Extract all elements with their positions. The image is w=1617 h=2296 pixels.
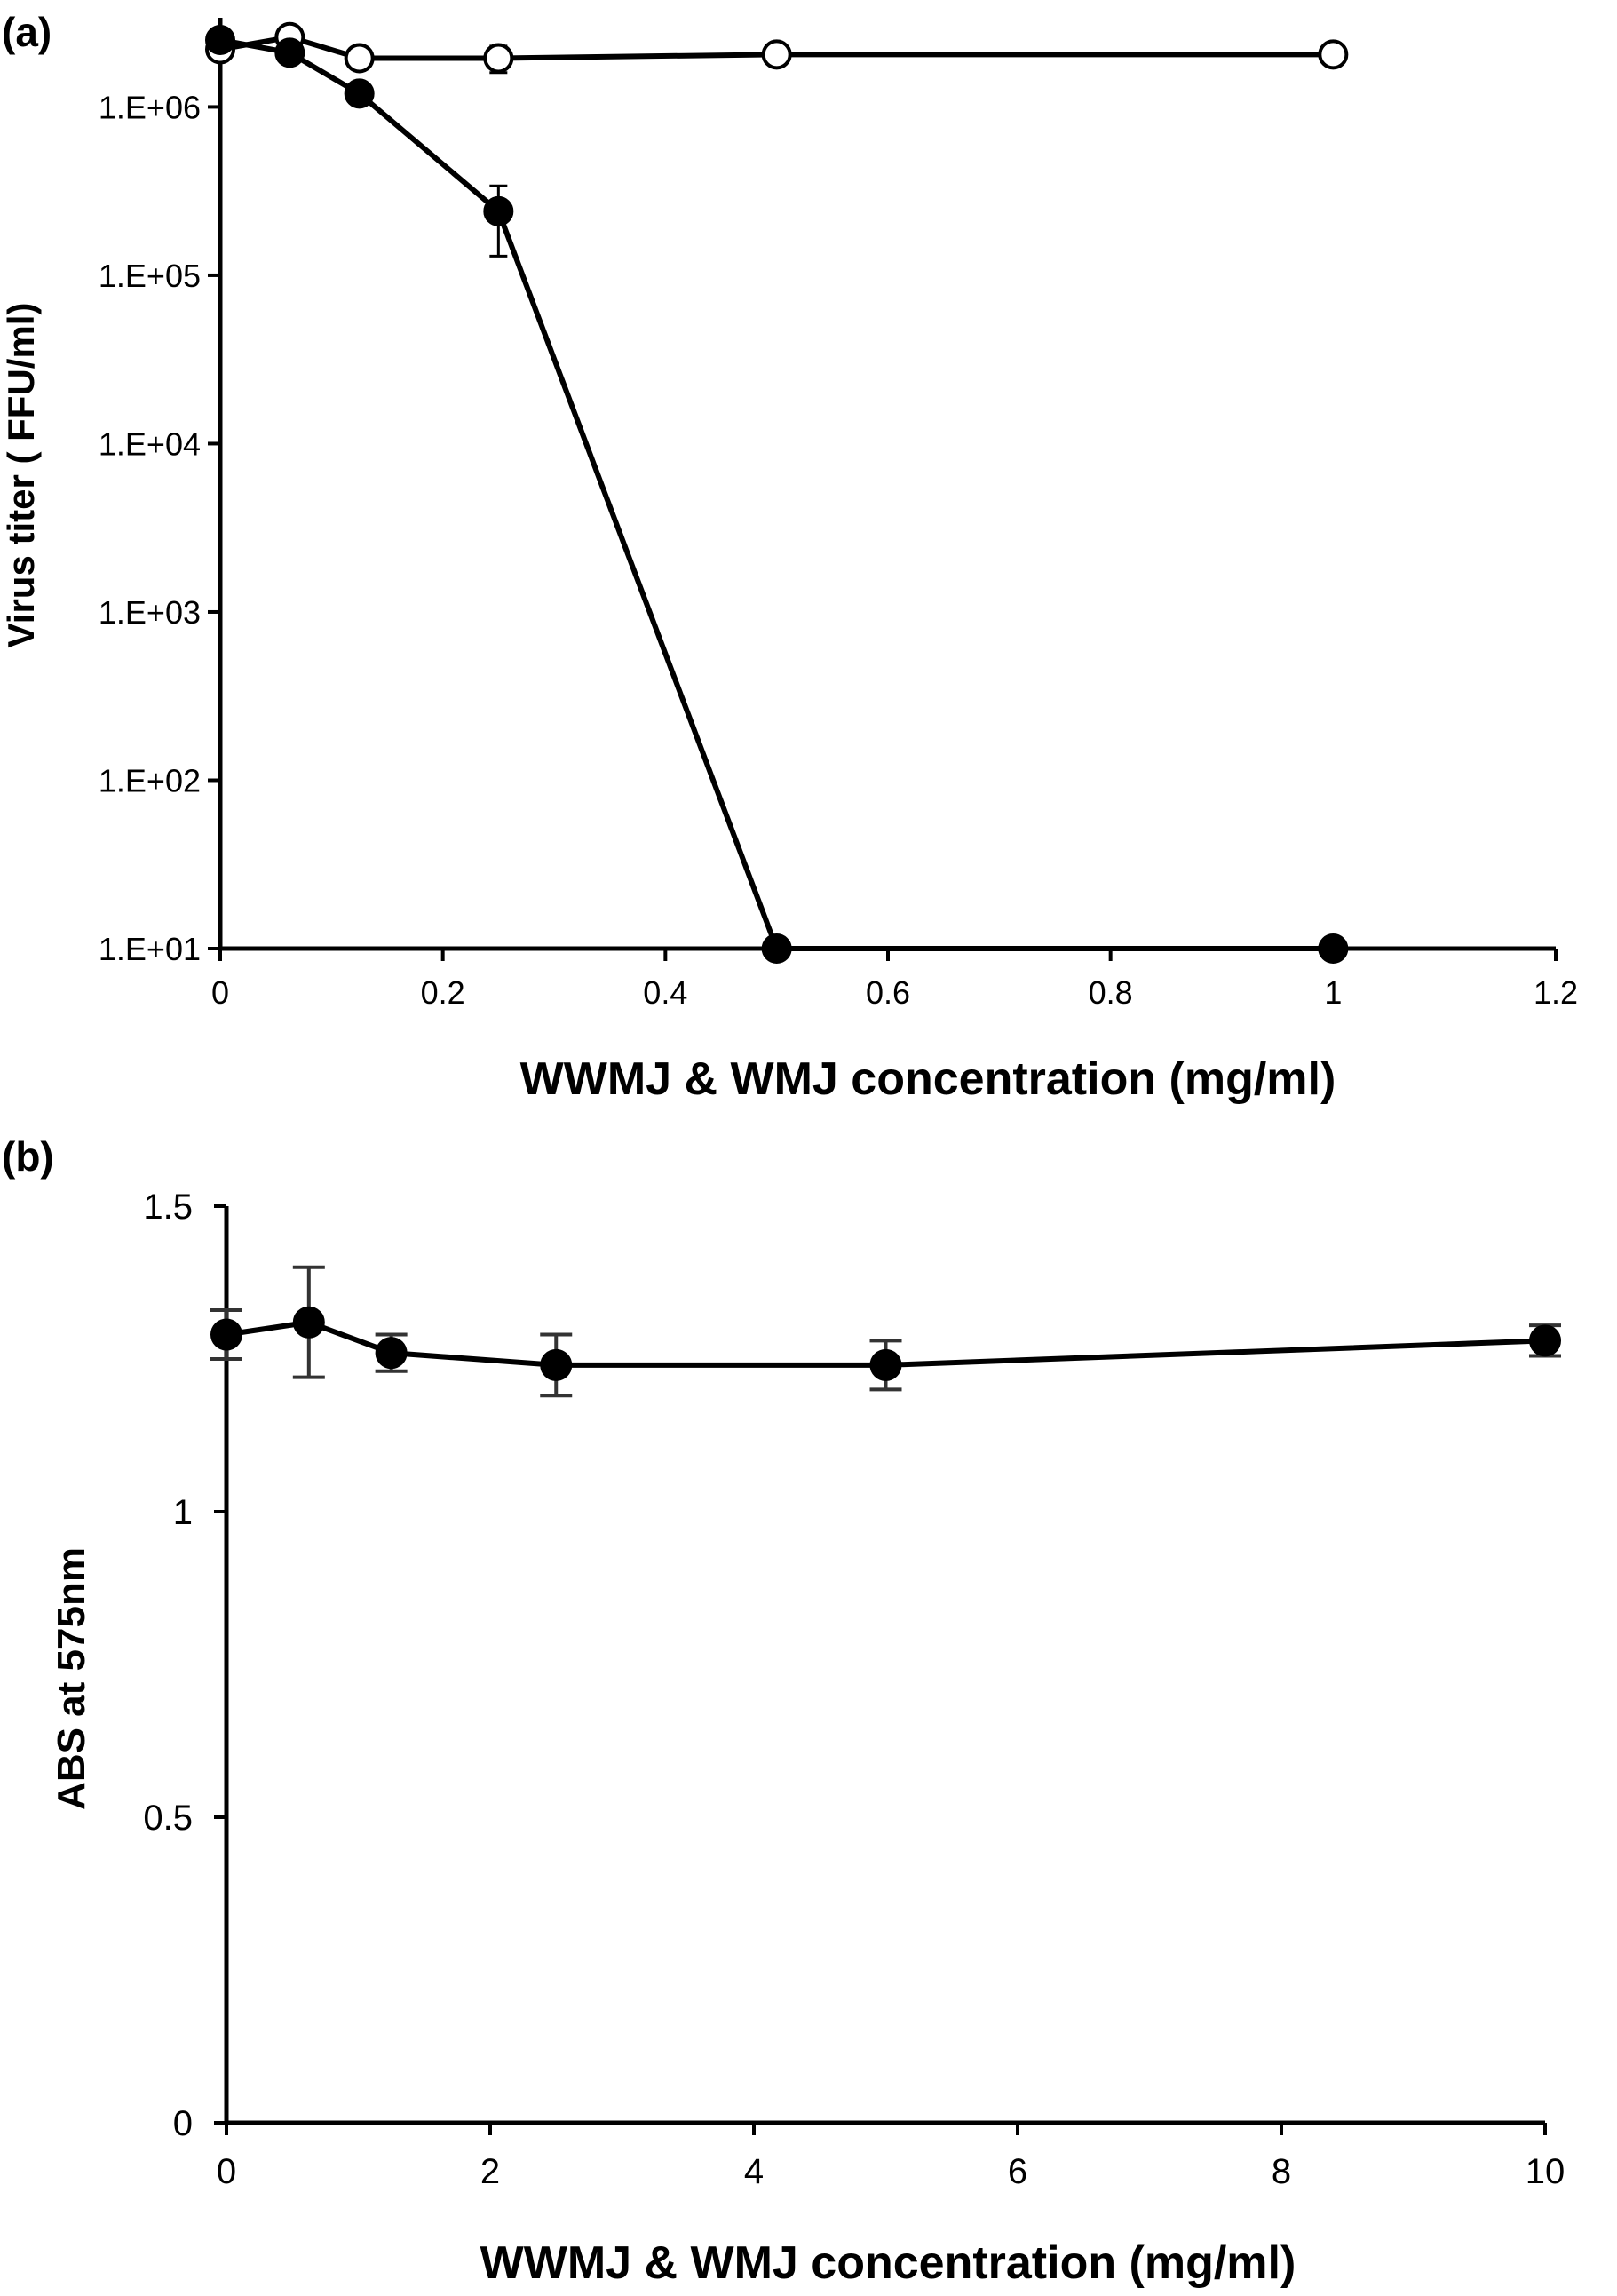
panel-a-open-point [1318, 39, 1349, 70]
panel-a-y-tick-label: 1.E+06 [99, 89, 201, 125]
panel-b-x-axis-label: WWMJ & WMJ concentration (mg/ml) [480, 2237, 1296, 2289]
panel-b-filled-point [292, 1306, 325, 1339]
panel-b-x-tick-label: 6 [1008, 2152, 1027, 2191]
panel-b-y-tick-label: 0.5 [143, 1799, 193, 1838]
panel-b-y-tick-label: 1.5 [143, 1188, 193, 1227]
panel-a-series [205, 21, 1349, 964]
panel-b-chart: (b) 0 2 4 6 8 10 0 0.5 1 1.5 WWMJ & WMJ concentr… [2, 1133, 1565, 2289]
panel-a-y-tick-label: 1.E+02 [99, 762, 201, 798]
panel-a-x-axis-label: WWMJ & WMJ concentration (mg/ml) [520, 1053, 1336, 1105]
panel-b-x-tick-label: 4 [744, 2152, 764, 2191]
panel-b-y-tick-label: 1 [173, 1493, 193, 1532]
panel-a-x-tick-label: 0.8 [1089, 974, 1133, 1011]
panel-a-x-tick-label: 0.6 [866, 974, 910, 1011]
panel-a-open-point [761, 39, 792, 70]
panel-a-filled-point [205, 25, 235, 56]
panel-a-open-point [483, 43, 514, 74]
panel-b-filled-point [375, 1337, 408, 1370]
panel-a-x-tick-label: 0.4 [643, 974, 687, 1011]
panel-a-y-axis-label: Virus titer ( FFU/ml) [0, 303, 42, 648]
panel-a-filled-point [274, 37, 305, 68]
panel-a-filled-point [761, 933, 792, 964]
panel-a-open-point [344, 43, 375, 74]
panel-b-x-tick-label: 10 [1526, 2152, 1565, 2191]
panel-b-series [210, 1265, 1561, 1398]
panel-b-y-ticks: 0 0.5 1 1.5 [143, 1188, 226, 2143]
panel-a-y-tick-label: 1.E+03 [99, 594, 201, 631]
panel-b-filled-point [1529, 1324, 1561, 1357]
panel-b-y-axis-label: ABS at 575nm [50, 1547, 93, 1810]
panel-b-x-tick-label: 0 [217, 2152, 236, 2191]
panel-b-letter: (b) [2, 1133, 54, 1180]
panel-a-letter: (a) [2, 9, 52, 55]
panel-a-y-tick-label: 1.E+05 [99, 258, 201, 294]
panel-b-x-tick-label: 2 [480, 2152, 500, 2191]
panel-a-x-tick-label: 1.2 [1534, 974, 1578, 1011]
panel-a-y-tick-label: 1.E+01 [99, 931, 201, 967]
panel-a-series-line [219, 37, 1334, 951]
panel-b-filled-point [210, 1318, 242, 1351]
panel-a-filled-point [344, 78, 375, 109]
panel-a-x-tick-label: 0.2 [421, 974, 465, 1011]
panel-a-y-ticks: 1.E+01 1.E+02 1.E+03 1.E+04 1.E+05 1.E+06 [99, 89, 220, 967]
panel-b-x-ticks: 0 2 4 6 8 10 [217, 2123, 1565, 2191]
panel-a-x-tick-label: 1 [1324, 974, 1342, 1011]
panel-b-x-tick-label: 8 [1272, 2152, 1291, 2191]
panel-b-y-tick-label: 0 [173, 2104, 193, 2143]
panel-a-filled-point [1318, 933, 1349, 964]
panel-a-chart: (a) 0 0.2 0.4 0.6 0.8 1 1.2 1.E+01 1.E+02 1.E+03… [0, 9, 1578, 1105]
panel-a-y-tick-label: 1.E+04 [99, 425, 201, 462]
panel-a-x-tick-label: 0 [211, 974, 229, 1011]
panel-b-filled-point [869, 1348, 902, 1381]
panel-b-filled-point [540, 1348, 573, 1381]
panel-a-filled-point [483, 195, 514, 226]
panel-a-x-ticks: 0 0.2 0.4 0.6 0.8 1 1.2 [211, 949, 1578, 1011]
